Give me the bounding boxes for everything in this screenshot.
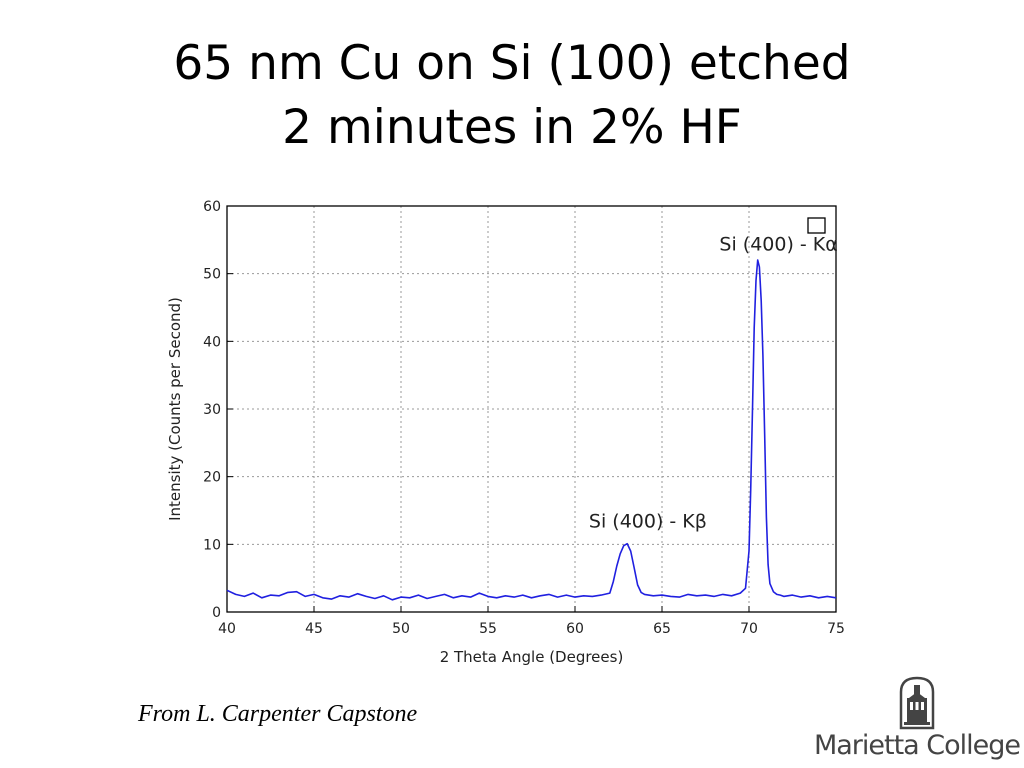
series-line: [226, 259, 837, 601]
x-tick-label: 45: [305, 621, 323, 637]
x-tick-label: 65: [653, 621, 671, 637]
y-tick-label: 0: [212, 605, 221, 621]
peak-annotation: Si (400) - Kα: [719, 234, 837, 256]
y-axis-label: Intensity (Counts per Second): [166, 297, 184, 521]
y-tick-label: 50: [203, 267, 221, 283]
college-name: Marietta College: [813, 730, 1021, 761]
y-tick-label: 30: [203, 402, 221, 418]
slide-title-line-2: 2 minutes in 2% HF: [282, 100, 742, 155]
y-tick-label: 40: [203, 334, 221, 350]
y-tick-label: 10: [203, 537, 221, 553]
y-tick-label: 60: [203, 199, 221, 215]
slide-title: 65 nm Cu on Si (100) etched 2 minutes in…: [0, 32, 1024, 160]
building-icon: [899, 676, 935, 730]
source-credit: From L. Carpenter Capstone: [138, 701, 418, 727]
peak-annotation: Si (400) - Kβ: [589, 510, 707, 532]
grid-lines: [227, 206, 836, 612]
xrd-chart: 40 45 50 55 60 65 70 75 0 10 20 30 40 50 60 Si (400) -…: [166, 199, 845, 666]
axis-ticks: 40 45 50 55 60 65 70 75 0 10 20 30 40 50 60: [203, 199, 845, 637]
x-tick-label: 60: [566, 621, 584, 637]
x-tick-label: 70: [740, 621, 758, 637]
college-logo: Marietta College: [812, 672, 1022, 768]
x-tick-label: 40: [218, 621, 236, 637]
y-tick-label: 20: [203, 470, 221, 486]
slide-title-line-1: 65 nm Cu on Si (100) etched: [173, 36, 851, 91]
x-tick-label: 75: [827, 621, 845, 637]
legend-box: [807, 217, 826, 234]
x-axis-label: 2 Theta Angle (Degrees): [440, 648, 624, 666]
peak-annotations: Si (400) - Kα Si (400) - Kβ: [589, 234, 838, 533]
x-tick-label: 50: [392, 621, 410, 637]
x-tick-label: 55: [479, 621, 497, 637]
